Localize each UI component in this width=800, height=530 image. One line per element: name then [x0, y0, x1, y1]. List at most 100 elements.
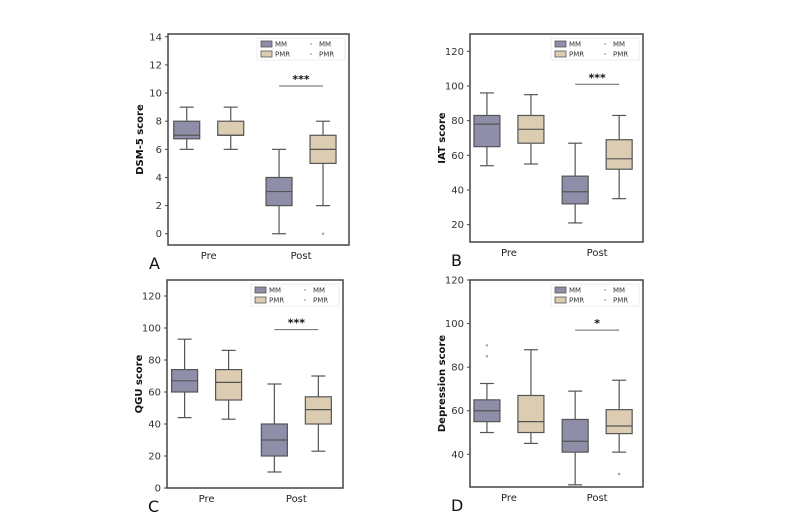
y-tick-label: 40 [451, 186, 464, 197]
legend-label: MM [275, 41, 287, 49]
panel-letter: C [148, 497, 159, 516]
legend-label: MM [313, 287, 325, 295]
legend-label: PMR [569, 297, 584, 305]
box-mm-post [561, 142, 589, 224]
legend-label: PMR [319, 51, 334, 59]
legend-label: MM [319, 41, 331, 49]
significance-label: * [594, 317, 600, 330]
y-tick-label: 6 [156, 145, 162, 156]
y-tick-label: 20 [451, 220, 464, 231]
y-tick-label: 20 [148, 452, 161, 463]
x-category-label: Post [587, 493, 608, 504]
panel-c: 0 20 40 60 80 100 120 QGU score Pre Post C *** MM PMR… [134, 279, 344, 516]
legend: MM PMR MM PMR [550, 283, 640, 307]
y-tick-label: 80 [451, 116, 464, 127]
y-tick-label: 120 [142, 292, 161, 303]
y-tick-label: 100 [445, 82, 464, 93]
legend-label: PMR [569, 51, 584, 59]
iqr-box [217, 120, 245, 136]
box-pmr-post [309, 120, 337, 236]
box-mm-post [265, 148, 293, 235]
legend-label: MM [269, 287, 281, 295]
box-mm-post [561, 390, 589, 486]
iqr-box [561, 418, 589, 453]
box-pmr-pre [217, 106, 245, 150]
x-category-label: Pre [501, 248, 517, 259]
legend: MM PMR MM PMR [550, 37, 640, 61]
box-pmr-post [304, 375, 332, 452]
legend-swatch-pmr [260, 50, 273, 58]
legend: MM PMR MM PMR [250, 283, 340, 307]
y-tick-label: 12 [149, 60, 162, 71]
iqr-box [215, 369, 243, 401]
box-pmr-pre [517, 94, 545, 165]
legend-dot-pmr [304, 299, 306, 301]
legend-label: PMR [313, 297, 328, 305]
legend-frame [256, 37, 346, 61]
legend-swatch-mm [554, 286, 567, 294]
legend-swatch-pmr [254, 296, 267, 304]
y-tick-label: 60 [148, 388, 161, 399]
box-mm-pre [473, 344, 501, 434]
y-axis-label: IAT score [437, 112, 448, 164]
y-tick-label: 8 [156, 117, 162, 128]
legend-dot-mm [310, 43, 312, 45]
y-tick-label: 120 [445, 47, 464, 58]
box-mm-pre [473, 92, 501, 167]
legend-dot-mm [304, 289, 306, 291]
y-axis-label: DSM-5 score [135, 104, 146, 175]
legend-dot-mm [604, 289, 606, 291]
iqr-box [561, 175, 589, 205]
y-tick-label: 4 [156, 173, 162, 184]
x-category-label: Post [291, 251, 312, 262]
y-tick-label: 40 [148, 420, 161, 431]
y-tick-label: 2 [156, 201, 162, 212]
outlier-point [485, 354, 489, 358]
legend-swatch-pmr [554, 296, 567, 304]
y-tick-label: 40 [451, 450, 464, 461]
y-axis-label: QGU score [134, 354, 145, 413]
box-pmr-post [605, 114, 633, 200]
y-tick-label: 0 [156, 229, 162, 240]
legend-dot-pmr [310, 53, 312, 55]
legend-label: PMR [613, 297, 628, 305]
panel-letter: D [451, 496, 463, 515]
box-mm-post [260, 383, 288, 473]
significance-label: *** [288, 317, 306, 330]
y-tick-label: 80 [451, 363, 464, 374]
legend-dot-mm [604, 43, 606, 45]
box-pmr-pre [215, 349, 243, 420]
iqr-box [517, 394, 545, 434]
legend-swatch-pmr [554, 50, 567, 58]
box-mm-pre [173, 106, 201, 150]
x-category-label: Pre [501, 493, 517, 504]
iqr-box [605, 139, 633, 170]
y-axis-label: Depression score [437, 335, 448, 432]
legend-frame [250, 283, 340, 307]
panel-d: 40 60 80 100 120 Depression score Pre Post D * MM P… [437, 276, 644, 515]
legend: MM PMR MM PMR [256, 37, 346, 61]
outlier-point [321, 232, 325, 236]
y-tick-label: 60 [451, 406, 464, 417]
iqr-box [473, 114, 501, 148]
y-tick-label: 14 [149, 32, 162, 43]
legend-label: MM [569, 41, 581, 49]
legend-label: MM [569, 287, 581, 295]
y-tick-label: 0 [155, 484, 161, 495]
iqr-box [173, 120, 201, 140]
axes-frame [469, 279, 644, 488]
legend-label: MM [613, 41, 625, 49]
outlier-point [617, 472, 621, 476]
x-category-label: Pre [201, 251, 217, 262]
y-tick-label: 100 [445, 319, 464, 330]
outlier-point [485, 344, 489, 347]
significance-label: *** [589, 71, 607, 84]
significance-label: *** [292, 73, 310, 86]
legend-label: PMR [269, 297, 284, 305]
box-mm-pre [171, 338, 199, 419]
legend-dot-pmr [604, 53, 606, 55]
y-tick-label: 10 [149, 89, 162, 100]
